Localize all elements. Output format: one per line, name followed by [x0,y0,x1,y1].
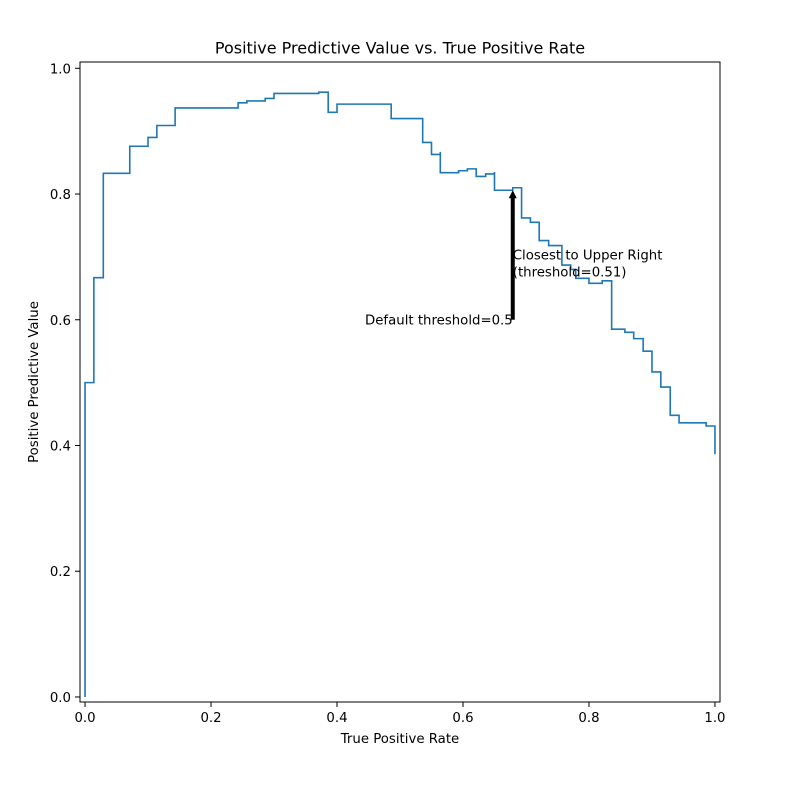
x-tick-label: 0.8 [578,711,599,726]
y-tick-label: 0.4 [50,439,71,454]
y-tick-label: 0.2 [50,565,71,580]
y-tick-label: 0.0 [50,691,71,706]
x-tick-label: 0.2 [200,711,221,726]
annotation-closest: Closest to Upper Right [513,249,663,264]
plot-area: 0.0 0.2 0.4 0.6 0.8 1.0 0.0 0.2 0.4 0.6 0.8 1.0 Defa… [50,61,726,726]
x-tick-label: 1.0 [704,711,725,726]
annotation-closest: (threshold=0.51) [513,266,627,281]
x-axis-label: True Positive Rate [340,732,459,747]
x-tick-label: 0.4 [326,711,347,726]
annotation-default: Default threshold=0.5 [365,313,513,328]
x-tick-label: 0.6 [452,711,473,726]
x-tick-label: 0.0 [74,711,95,726]
y-tick-label: 1.0 [50,62,71,77]
y-tick-label: 0.8 [50,188,71,203]
chart-title: Positive Predictive Value vs. True Posit… [215,39,585,58]
threshold-arrow-head [508,190,517,199]
ppv-tpr-step-line [84,91,716,697]
y-tick-label: 0.6 [50,314,71,329]
y-axis-label: Positive Predictive Value [27,301,42,463]
axes-frame [79,61,721,703]
